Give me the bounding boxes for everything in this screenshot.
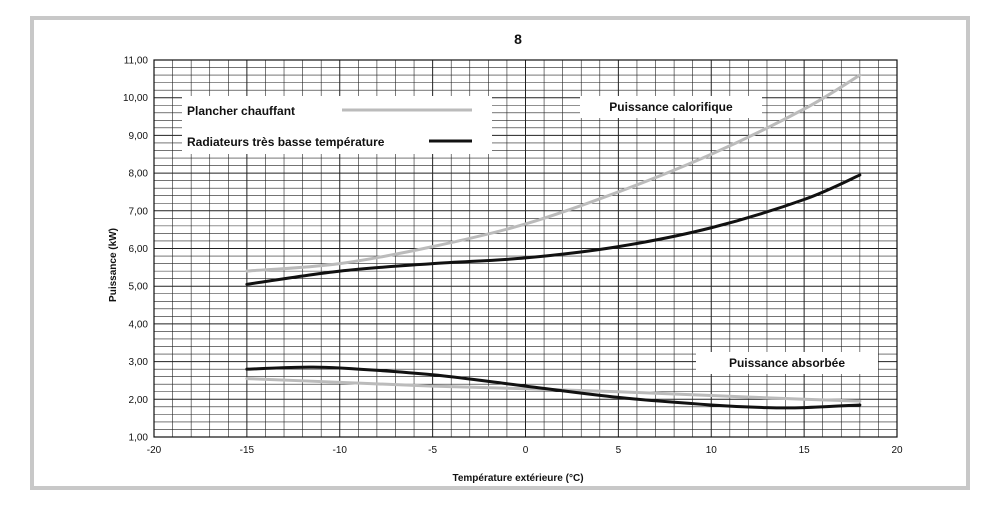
series-line-absorbed-radiateurs bbox=[245, 365, 862, 410]
annotation-heating-label: Puissance calorifique bbox=[609, 100, 733, 114]
legend: Plancher chauffant Radiateurs très basse… bbox=[182, 96, 492, 154]
chart-frame: 1,00 2,00 3,00 4,00 5,00 6,00 7,00 8,00 9,00 10,0… bbox=[30, 16, 970, 490]
series-layer bbox=[245, 73, 862, 410]
annotation-heating-box bbox=[580, 96, 762, 118]
legend-label-radiateurs: Radiateurs très basse température bbox=[187, 135, 385, 149]
x-tick-label: 15 bbox=[799, 445, 811, 456]
chart-title: 8 bbox=[514, 31, 522, 47]
annotation-absorbed-label: Puissance absorbée bbox=[729, 356, 845, 370]
y-tick-label: 2,00 bbox=[129, 395, 149, 406]
y-axis-ticks: 1,00 2,00 3,00 4,00 5,00 6,00 7,00 8,00 9,00 10,0… bbox=[123, 56, 148, 444]
y-axis-label: Puissance (kW) bbox=[108, 228, 119, 302]
y-tick-label: 1,00 bbox=[129, 433, 149, 444]
x-tick-label: 0 bbox=[523, 445, 529, 456]
legend-box bbox=[182, 96, 492, 154]
y-tick-label: 8,00 bbox=[129, 169, 149, 180]
x-tick-label: 10 bbox=[706, 445, 718, 456]
x-axis-label: Température extérieure (°C) bbox=[452, 473, 583, 484]
y-tick-label: 7,00 bbox=[129, 206, 149, 217]
series-line-heating-plancher bbox=[245, 73, 862, 273]
chart: 1,00 2,00 3,00 4,00 5,00 6,00 7,00 8,00 9,00 10,0… bbox=[108, 31, 903, 484]
y-tick-label: 11,00 bbox=[124, 56, 149, 67]
series-line-heating-radiateurs bbox=[245, 173, 862, 286]
x-tick-label: 5 bbox=[616, 445, 622, 456]
x-tick-label: -20 bbox=[147, 445, 162, 456]
y-tick-label: 4,00 bbox=[129, 319, 149, 330]
x-axis-ticks: -20 -15 -10 -5 0 5 10 15 20 bbox=[147, 445, 903, 456]
annotation-absorbed-box bbox=[696, 352, 878, 374]
y-tick-label: 5,00 bbox=[129, 282, 149, 293]
x-tick-label: -10 bbox=[333, 445, 348, 456]
y-tick-label: 9,00 bbox=[129, 131, 149, 142]
x-tick-label: -15 bbox=[240, 445, 255, 456]
x-tick-label: -5 bbox=[428, 445, 437, 456]
legend-label-plancher: Plancher chauffant bbox=[187, 104, 295, 118]
x-tick-label: 20 bbox=[891, 445, 903, 456]
annotation-heating: Puissance calorifique bbox=[580, 96, 762, 118]
y-tick-label: 3,00 bbox=[129, 357, 149, 368]
annotation-absorbed: Puissance absorbée bbox=[696, 352, 878, 374]
y-tick-label: 6,00 bbox=[129, 244, 149, 255]
y-tick-label: 10,00 bbox=[123, 93, 148, 104]
plot-area-border bbox=[153, 59, 898, 438]
